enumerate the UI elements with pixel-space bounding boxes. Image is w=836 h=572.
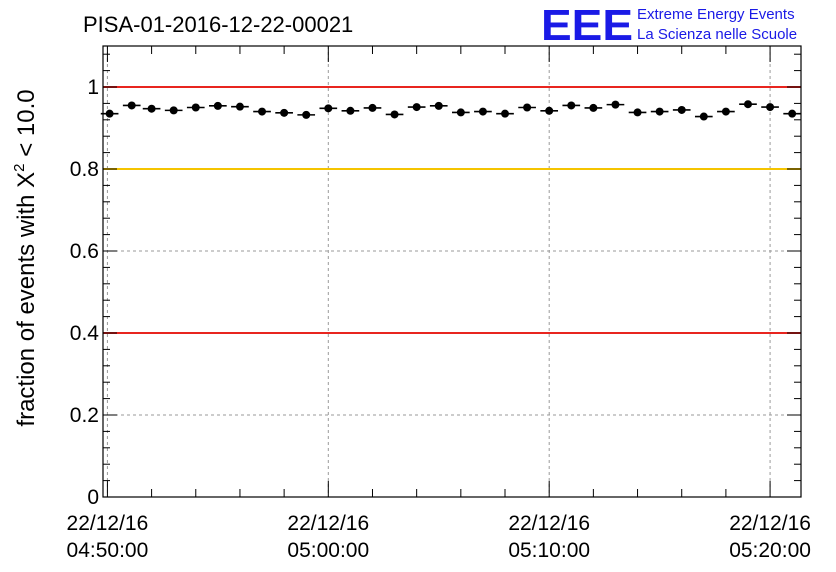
data-point xyxy=(324,104,333,113)
data-point xyxy=(655,107,664,116)
reference-lines xyxy=(103,86,801,334)
data-point xyxy=(434,101,443,110)
data-point xyxy=(677,105,686,114)
x-tick-label-time: 05:10:00 xyxy=(508,539,590,562)
y-tick-label: 0.8 xyxy=(70,158,99,181)
data-point xyxy=(766,103,775,112)
svg-text:fraction of events with X2 < 1: fraction of events with X2 < 10.0 xyxy=(11,89,40,426)
y-tick-label: 0 xyxy=(87,486,99,509)
y-axis-label: fraction of events with X2 < 10.0 xyxy=(11,89,40,426)
data-point xyxy=(523,103,532,112)
data-point xyxy=(169,106,178,115)
x-tick-label-time: 04:50:00 xyxy=(67,539,149,562)
data-point xyxy=(788,109,797,118)
y-axis-label-tail: < 10.0 xyxy=(13,89,40,163)
y-tick-label: 0.2 xyxy=(70,404,99,427)
data-point xyxy=(191,103,200,112)
data-point xyxy=(501,109,510,118)
data-point xyxy=(105,109,114,118)
data-point xyxy=(567,101,576,110)
data-point xyxy=(127,101,136,110)
y-axis-label-main: fraction of events with X xyxy=(13,172,40,427)
data-point xyxy=(478,107,487,116)
data-point xyxy=(721,107,730,116)
x-tick-label-date: 22/12/16 xyxy=(67,512,149,535)
data-point xyxy=(611,100,620,109)
y-tick-label: 0.6 xyxy=(70,240,99,263)
data-point xyxy=(743,100,752,109)
plot-frame xyxy=(102,45,802,498)
eee-logo-line2: La Scienza nelle Scuole xyxy=(637,26,797,43)
eee-logo: EEE Extreme Energy Events La Scienza nel… xyxy=(541,1,797,50)
data-point xyxy=(235,102,244,111)
data-point xyxy=(368,103,377,112)
eee-logo-letters: EEE xyxy=(541,1,633,50)
data-point xyxy=(456,108,465,117)
data-point xyxy=(390,110,399,119)
data-point xyxy=(258,107,267,116)
x-tick-label-date: 22/12/16 xyxy=(287,512,369,535)
data-point xyxy=(633,108,642,117)
data-point xyxy=(147,104,156,113)
chart-title: PISA-01-2016-12-22-00021 xyxy=(83,12,353,37)
data-point xyxy=(699,112,708,121)
x-tick-label-date: 22/12/16 xyxy=(729,512,811,535)
data-point xyxy=(589,103,598,112)
x-tick-label-time: 05:20:00 xyxy=(729,539,811,562)
data-point xyxy=(545,106,554,115)
y-tick-label: 1 xyxy=(87,76,99,99)
data-point xyxy=(412,103,421,112)
data-points xyxy=(100,100,801,121)
axes: 0 0.2 0.4 0.6 0.8 1 22/12/16 04:50:00 22/12/16 05… xyxy=(67,45,811,562)
x-tick-label-time: 05:00:00 xyxy=(287,539,369,562)
data-point xyxy=(280,108,289,117)
eee-logo-line1: Extreme Energy Events xyxy=(637,6,795,23)
data-point xyxy=(346,106,355,115)
data-point xyxy=(302,110,311,119)
data-point xyxy=(213,101,222,110)
x-tick-label-date: 22/12/16 xyxy=(508,512,590,535)
y-tick-label: 0.4 xyxy=(70,322,100,345)
y-axis-label-superscript: 2 xyxy=(11,163,28,171)
grid-lines xyxy=(103,46,801,497)
